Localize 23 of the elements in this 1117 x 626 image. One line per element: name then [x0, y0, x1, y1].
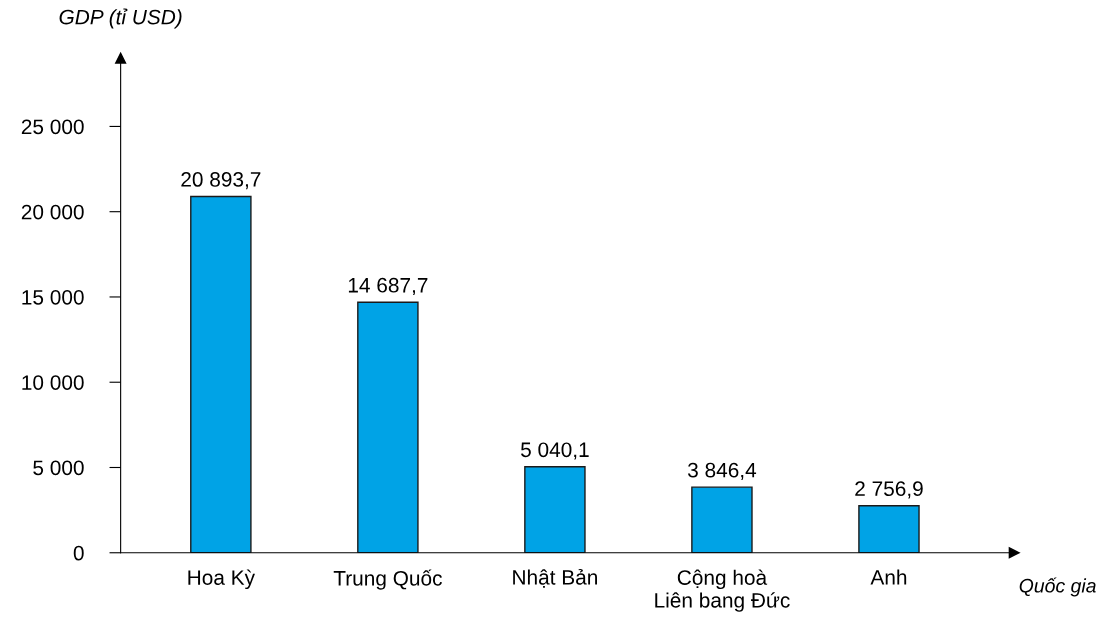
data-label: 5 040,1	[520, 442, 589, 460]
x-tick-label: Hoa Kỳ	[188, 569, 255, 590]
data-label: 20 893,7	[181, 172, 261, 190]
y-tick-label: 20 000	[21, 204, 84, 220]
x-axis-title: Quốc gia	[1019, 577, 1096, 597]
data-label: 3 846,4	[687, 462, 757, 480]
y-tick-label: 15 000	[22, 289, 84, 305]
x-tick-label: Anh	[870, 569, 907, 585]
bar	[691, 486, 753, 553]
bar	[858, 505, 920, 553]
y-tick-label: 25 000	[21, 119, 84, 135]
data-label: 14 687,7	[348, 277, 428, 296]
y-tick-label: 10 000	[22, 375, 84, 390]
x-tick-label: Nhật Bản	[513, 568, 597, 588]
y-tick-label: 5 000	[33, 460, 84, 476]
bar	[357, 301, 419, 553]
y-axis-title: GDP (tỉ USD)	[59, 8, 182, 29]
y-tick-label: 0	[73, 545, 84, 561]
data-label: 2 756,9	[855, 481, 923, 499]
bar	[190, 195, 252, 553]
x-tick-label: Cộng hoà Liên bang Đức	[655, 569, 790, 612]
bar	[524, 466, 586, 553]
x-tick-label: Trung Quốc	[333, 569, 442, 590]
